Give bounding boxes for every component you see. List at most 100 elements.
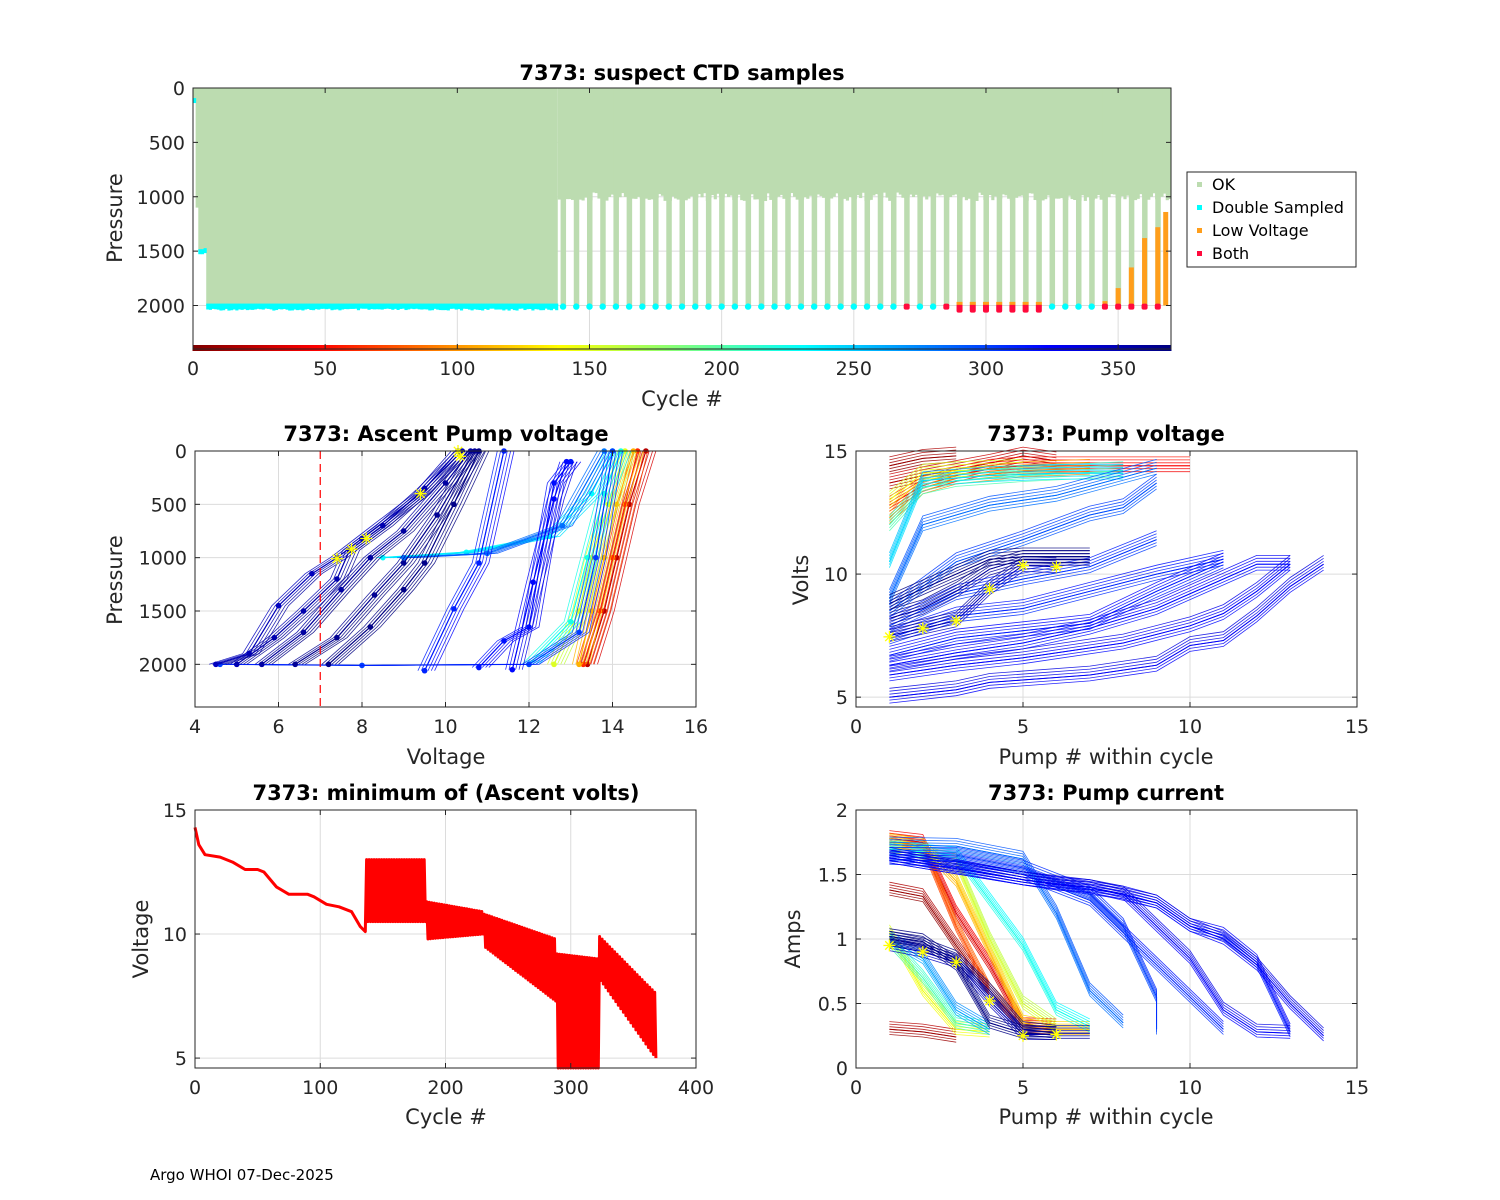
cycle-color-point [462,345,466,351]
ok-full-depth-bar [1102,88,1108,306]
cycle-color-point [895,345,900,351]
ok-profile-bar [927,88,931,197]
cycle-color-point [403,345,408,351]
ok-profile-bar [703,88,707,194]
cycle-color-point [483,345,487,351]
cycle-color-point [195,345,199,351]
cycle-color-point [1077,345,1082,351]
double-sampled-point [436,303,440,310]
y-tick-label: 2000 [137,296,185,318]
cycle-color-point [454,345,458,351]
y-tick-label: 0 [173,78,185,100]
cycle-color-point [906,345,910,351]
y-tick-label: 0 [175,441,187,463]
ok-profile-bar [1149,88,1153,197]
series-line [889,476,1124,532]
series-line [254,450,465,665]
ok-full-depth-bar [613,88,619,306]
ok-profile-bar [1123,88,1127,200]
series-line [889,553,1224,633]
double-sampled-point [317,303,321,310]
cycle-color-point [322,345,326,351]
chart-title: 7373: Pump current [988,781,1224,805]
ok-profile-bar [911,88,916,198]
ok-full-depth-bar [917,88,923,306]
double-sampled-point [293,303,297,310]
series-line [889,849,1324,1029]
cycle-color-point [1093,345,1098,351]
cycle-color-point [203,345,207,351]
ok-profile-bar [1073,88,1077,200]
series-line [889,446,957,458]
series-line [889,475,1124,565]
low-voltage-bar [1142,238,1148,306]
double-sampled-point [489,303,493,309]
series-line [889,862,1291,1039]
ok-full-depth-bar [639,88,646,306]
cycle-color-point [308,345,313,351]
cycle-color-point [811,345,815,351]
ok-profile-block [206,88,558,306]
double-sampled-point [499,303,503,310]
cycle-color-point [295,345,300,351]
series-line [889,862,1324,1042]
cycle-color-point [718,345,723,351]
ok-profile-bar [941,88,945,195]
star-stroke [951,616,961,626]
cycle-color-point [974,345,979,351]
ok-profile-bar [967,88,971,199]
ok-profile-bar [1015,88,1019,198]
cycle-color-point [398,345,403,351]
double-sampled-point [393,303,398,309]
double-sampled-point [625,303,633,310]
cycle-color-point [914,345,918,351]
ok-full-depth-bar [586,88,593,306]
cycle-color-point [763,345,768,351]
cycle-color-point [869,345,873,351]
chart-suspect-ctd-samples: 0 50 100 150 200 250 300 350 0 500 1000 1500 2000 73… [103,61,1357,411]
double-sampled-point [916,303,924,310]
cycle-color-point [1091,345,1095,351]
ok-profile-bar [1112,88,1116,195]
y-tick-label: 2000 [139,654,187,676]
x-tick-label: 200 [704,358,740,380]
double-sampled-point [285,303,289,310]
cycle-color-point [409,345,413,351]
cycle-color-point [1051,345,1056,351]
cycle-color-point [620,345,625,351]
cycle-color-point [567,345,572,351]
cycle-color-point [670,345,675,351]
y-tick-label: 500 [151,494,187,516]
double-sampled-point [290,303,294,311]
star-stroke [332,554,342,564]
cycle-color-point [890,345,894,351]
double-sampled-point [235,303,239,311]
double-sampled-point [380,303,384,310]
ok-profile-bar [925,88,929,200]
double-sampled-point [441,303,445,311]
ok-profile-bar [697,88,702,194]
double-sampled-point [420,303,424,310]
cycle-color-point [848,345,852,351]
cycle-color-point [512,345,516,351]
highlight-star-marker [950,956,963,969]
series-marker [551,661,557,668]
double-sampled-point [304,303,308,310]
series-line [417,450,498,671]
double-sampled-point [277,303,281,310]
ok-profile-bar [663,88,667,201]
double-sampled-point [473,303,477,310]
chart-title: 7373: Ascent Pump voltage [283,422,608,446]
cycle-color-point [1122,345,1127,351]
chart-title: 7373: Pump voltage [987,422,1225,446]
double-sampled-point [399,303,403,309]
cycle-color-point [588,345,593,351]
cycle-color-point [729,345,733,351]
ok-profile-bar [637,88,641,197]
cycle-color-point [578,345,583,351]
double-sampled-point [502,303,506,311]
cycle-color-point [845,345,850,351]
cycle-color-point [813,345,818,351]
x-tick-label: 6 [272,716,284,738]
x-tick-label: 5 [1017,1077,1029,1099]
